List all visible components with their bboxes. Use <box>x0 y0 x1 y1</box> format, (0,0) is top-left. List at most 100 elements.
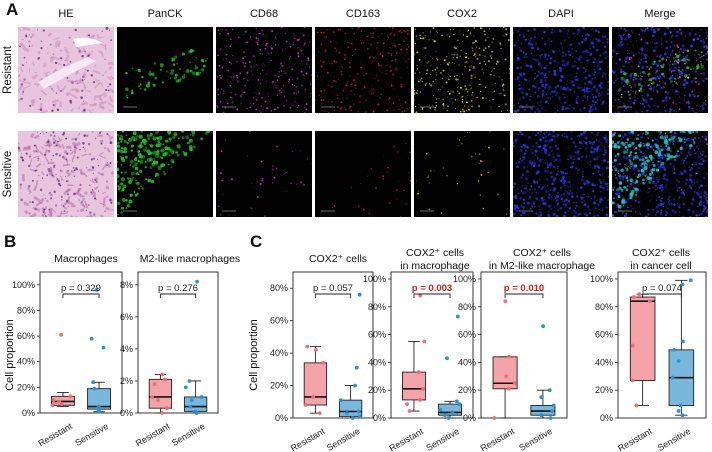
data-point <box>188 404 193 409</box>
y-tick-label: 80% <box>17 305 35 315</box>
data-point <box>357 292 362 297</box>
data-point <box>152 382 157 387</box>
y-tick-label: 80% <box>458 302 476 312</box>
data-point <box>688 278 693 283</box>
significance-bracket <box>413 293 451 298</box>
data-point <box>91 380 96 385</box>
plot-title-m2-like-macrophages: M2-like macrophages <box>139 253 241 265</box>
plot-frame <box>137 271 219 414</box>
data-point <box>354 365 359 370</box>
data-point <box>407 409 412 413</box>
column-header-cd68: CD68 <box>249 8 279 20</box>
x-tick-label: Sensitive <box>517 426 554 452</box>
data-point <box>630 378 635 383</box>
data-point <box>539 413 544 418</box>
data-point <box>504 374 509 379</box>
p-value-label: p = 0.074 <box>642 283 682 294</box>
data-point <box>199 395 204 399</box>
data-point <box>101 345 106 350</box>
micrograph-sensitive-cd68 <box>216 131 312 217</box>
data-point <box>455 314 460 319</box>
data-point <box>548 416 553 420</box>
data-point <box>421 386 426 391</box>
plot-frame <box>39 271 123 414</box>
y-tick-label: 100% <box>590 274 613 284</box>
data-point <box>311 395 315 399</box>
box-resistant <box>303 362 328 406</box>
y-tick-label: 40% <box>368 357 386 367</box>
data-point <box>89 336 94 341</box>
data-point <box>160 411 165 415</box>
data-point <box>353 383 357 388</box>
data-point <box>50 403 55 408</box>
micrograph-sensitive-dapi <box>513 131 609 217</box>
data-point <box>681 339 685 344</box>
x-tick-label: Resistant <box>289 426 327 452</box>
data-point <box>150 395 154 399</box>
y-tick-label: 60% <box>595 330 613 340</box>
data-point <box>350 416 355 420</box>
data-point <box>670 375 675 380</box>
y-tick-label: 0% <box>22 408 35 418</box>
significance-bracket <box>314 293 352 298</box>
data-point <box>94 288 99 292</box>
data-point <box>551 403 556 408</box>
data-point <box>345 411 349 415</box>
panel-letter-b: B <box>4 232 17 251</box>
data-point <box>303 403 308 407</box>
plot-title-cox2-in-macrophage: COX2⁺ cells in macrophage <box>400 247 470 272</box>
column-header-merge: Merge <box>644 8 676 20</box>
y-tick-label: 80% <box>595 302 613 312</box>
y-tick-label: 0% <box>373 413 386 423</box>
data-point <box>457 402 462 406</box>
x-tick-label: Resistant <box>36 421 74 449</box>
column-header-cd163: CD163 <box>345 8 381 20</box>
micrograph-resistant-cox2 <box>414 27 510 113</box>
x-tick-label: Resistant <box>387 426 425 452</box>
data-point <box>405 402 409 406</box>
data-point <box>165 406 169 411</box>
data-point <box>422 339 427 344</box>
data-point <box>163 377 167 382</box>
micrograph-resistant-panck <box>117 27 213 113</box>
data-point <box>92 386 97 391</box>
micrograph-resistant-cd163 <box>315 27 411 113</box>
x-tick-label: Resistant <box>616 426 654 452</box>
column-header-dapi: DAPI <box>548 8 574 20</box>
p-value-label: p = 0.276 <box>158 283 198 294</box>
x-tick-label: Sensitive <box>656 426 693 452</box>
x-tick-label: Sensitive <box>73 421 110 448</box>
box-resistant <box>148 378 173 409</box>
data-point <box>187 379 192 383</box>
y-tick-label: 60% <box>458 330 476 340</box>
micrograph-resistant-merge <box>612 27 708 113</box>
chart-macrophages: 0% 20% 40% 60% 80% 100% Resistant Sensitive p = … <box>12 271 123 449</box>
y-tick-label: 20% <box>458 385 476 395</box>
data-point <box>305 344 310 349</box>
plot-frame <box>292 271 374 419</box>
data-point <box>313 348 318 352</box>
data-point <box>438 407 443 412</box>
y-tick-label: 40% <box>270 348 288 358</box>
p-value-label: p = 0.003 <box>412 283 452 294</box>
p-value-label: p = 0.329 <box>61 283 101 294</box>
y-tick-label: 80% <box>270 283 288 293</box>
data-point <box>503 299 508 304</box>
micrograph-sensitive-panck <box>117 131 213 217</box>
data-point <box>676 409 681 413</box>
y-tick-label: 100% <box>12 280 35 290</box>
data-point <box>446 416 451 420</box>
box-resistant <box>402 371 426 401</box>
data-point <box>637 292 642 297</box>
y-tick-label: 0% <box>463 413 476 423</box>
plot-title-macrophages: Macrophages <box>54 253 118 265</box>
x-tick-label: Resistant <box>479 426 517 452</box>
data-point <box>339 398 343 403</box>
data-point <box>356 409 361 414</box>
p-value-label: p = 0.057 <box>313 283 353 294</box>
y-tick-label: 60% <box>270 316 288 326</box>
micrograph-resistant-cd68 <box>216 27 312 113</box>
panel-letter-a: A <box>6 0 19 19</box>
micrograph-resistant-dapi <box>513 27 609 113</box>
